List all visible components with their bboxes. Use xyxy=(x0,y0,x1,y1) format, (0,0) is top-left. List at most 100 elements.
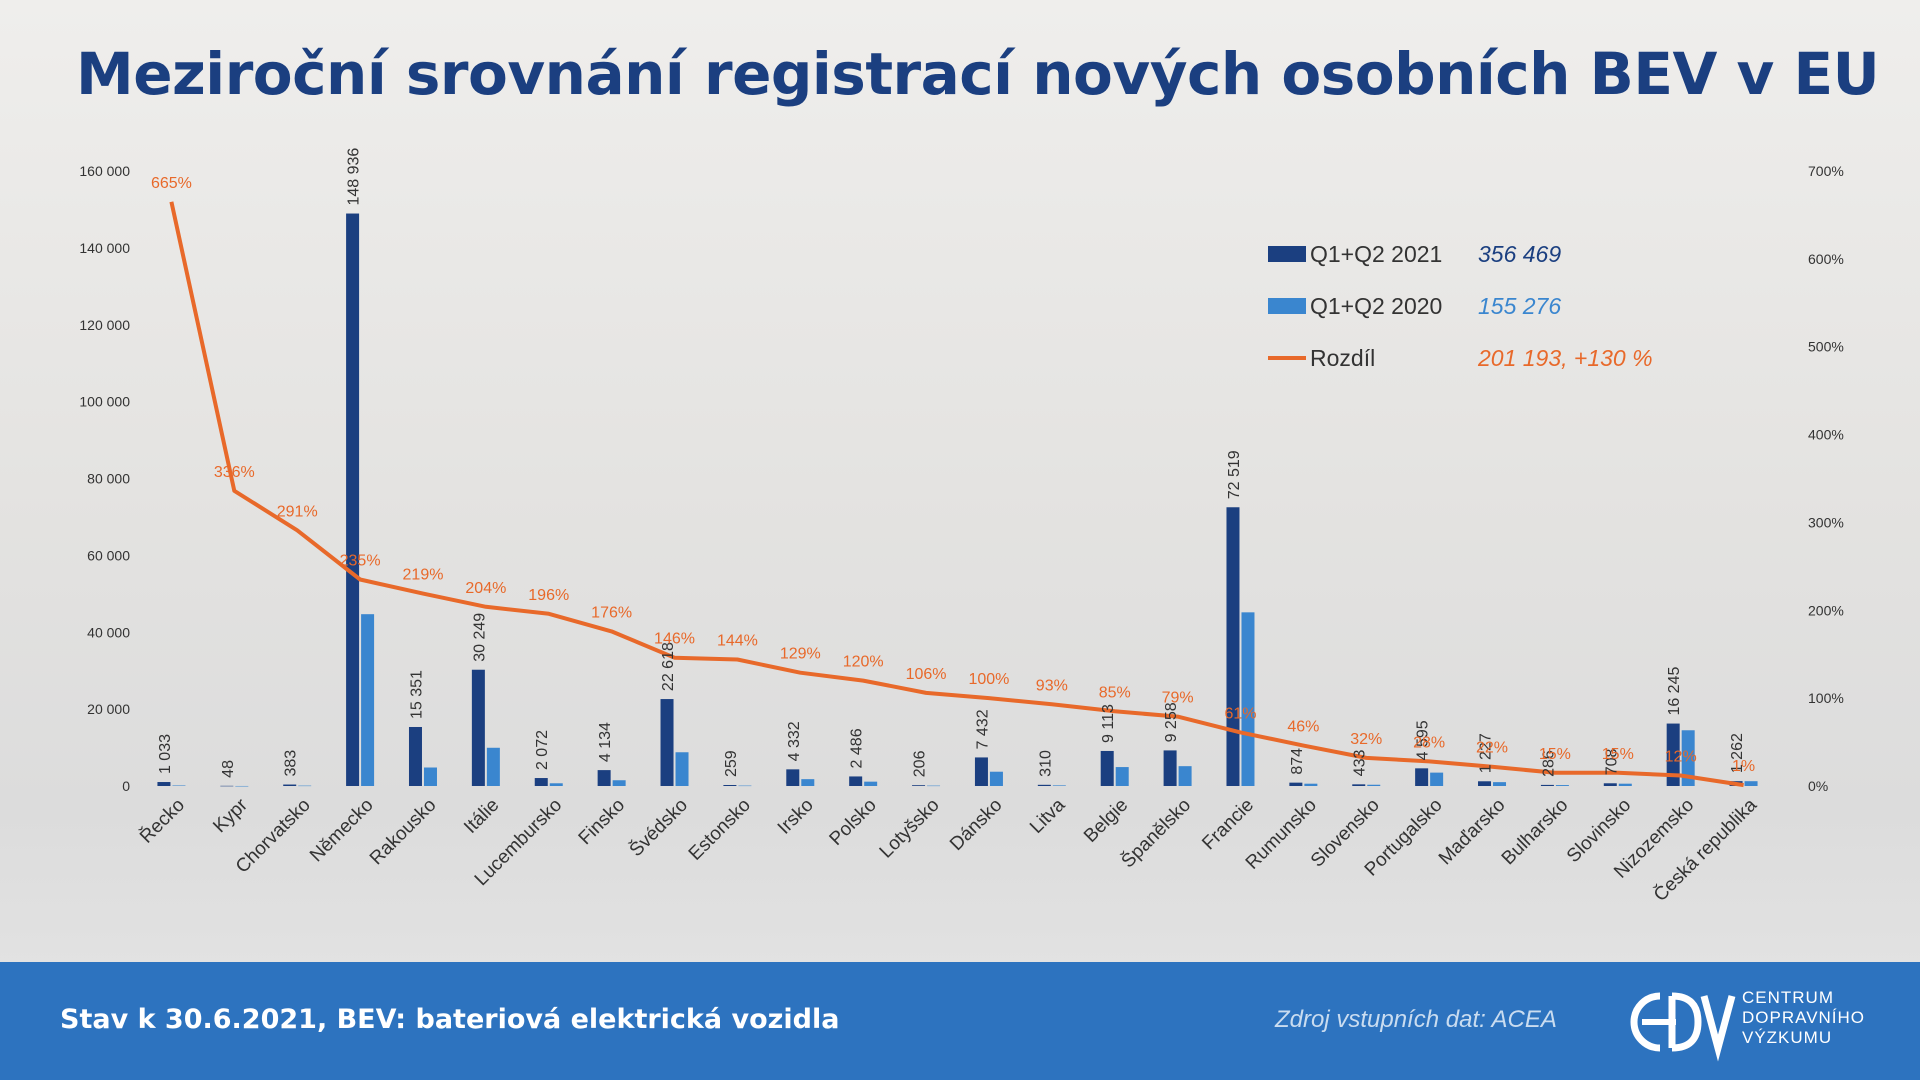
bar-2021 xyxy=(1352,784,1366,786)
percent-label: 235% xyxy=(340,553,381,570)
bar-2020 xyxy=(675,752,689,786)
bar-2021 xyxy=(912,785,926,786)
category-label: Francie xyxy=(1198,795,1258,855)
percent-label: 146% xyxy=(654,631,695,648)
difference-line xyxy=(169,201,1744,788)
bar-value-label: 22 618 xyxy=(660,642,677,691)
bar-value-label: 30 249 xyxy=(471,613,488,662)
bar-value-label: 259 xyxy=(723,750,740,777)
bar-2020 xyxy=(1115,767,1129,786)
cdv-logo[interactable]: CENTRUM DOPRAVNÍHO VÝZKUMU xyxy=(1620,982,1890,1062)
bar-2021 xyxy=(1100,750,1114,786)
footer-source: Zdroj vstupních dat: ACEA xyxy=(1275,1006,1557,1033)
percent-label: 85% xyxy=(1099,684,1131,701)
bar-2020 xyxy=(1367,784,1381,786)
bar-value-label: 7 432 xyxy=(974,709,991,749)
category-label: Bulharsko xyxy=(1498,795,1573,870)
y-left-tick: 120 000 xyxy=(79,317,130,333)
bar-value-label: 9 258 xyxy=(1163,702,1180,742)
right-axis-ticks: 0% 100% 200% 300% 400% 500% 600% 700% xyxy=(1808,163,1844,794)
bar-2021 xyxy=(1415,768,1429,786)
percent-label: 15% xyxy=(1602,746,1634,763)
bar-2020 xyxy=(738,785,752,787)
bar-value-label: 433 xyxy=(1352,750,1369,777)
bar-2020 xyxy=(235,785,249,787)
bar-value-label: 708 xyxy=(1603,748,1620,775)
left-axis-ticks: 0 20 000 40 000 60 000 80 000 100 000 120 000 1… xyxy=(79,163,130,794)
y-right-tick: 0% xyxy=(1808,778,1828,794)
bar-2021 xyxy=(1226,507,1240,786)
logo-line: CENTRUM xyxy=(1742,988,1834,1007)
category-label: Polsko xyxy=(826,795,881,850)
percent-label: 129% xyxy=(780,646,821,663)
bar-2020 xyxy=(801,779,815,786)
bar-2021 xyxy=(974,757,988,786)
bar-2020 xyxy=(1430,772,1444,786)
bar-2021 xyxy=(1163,750,1177,786)
bar-2021 xyxy=(1478,781,1492,786)
bar-2020 xyxy=(298,785,312,787)
category-label: Kypr xyxy=(209,794,252,837)
bar-2020 xyxy=(549,783,563,786)
cdv-logo-mark-icon xyxy=(1630,992,1736,1062)
bars xyxy=(157,213,1758,787)
bar-2021 xyxy=(1603,783,1617,786)
bar-value-label: 1 262 xyxy=(1729,733,1746,773)
data-labels: 1 033 48 383 148 936 15 351 30 249 2 072 4 134 2… xyxy=(151,148,1755,778)
legend-total: 201 193, +130 % xyxy=(1477,345,1653,371)
legend-label: Q1+Q2 2021 xyxy=(1310,241,1442,267)
percent-label: 204% xyxy=(465,580,506,597)
bar-2021 xyxy=(534,778,548,786)
y-right-tick: 400% xyxy=(1808,427,1844,443)
bar-value-label: 383 xyxy=(283,750,300,777)
y-left-tick: 160 000 xyxy=(79,163,130,179)
bar-2021 xyxy=(283,784,297,786)
bar-2020 xyxy=(927,785,941,787)
bar-2020 xyxy=(612,780,626,786)
category-label: Maďarsko xyxy=(1435,795,1510,870)
y-left-tick: 80 000 xyxy=(87,471,130,487)
percent-label: 196% xyxy=(528,587,569,604)
percent-label: 120% xyxy=(843,654,884,671)
percent-label: 219% xyxy=(403,567,444,584)
legend-total: 356 469 xyxy=(1478,241,1561,267)
y-right-tick: 300% xyxy=(1808,514,1844,530)
bar-2021 xyxy=(723,785,737,786)
bar-value-label: 206 xyxy=(912,750,929,777)
y-left-tick: 20 000 xyxy=(87,701,130,717)
legend-swatch xyxy=(1268,298,1306,314)
y-left-tick: 0 xyxy=(122,778,130,794)
category-label: Itálie xyxy=(460,795,503,838)
legend-label: Q1+Q2 2020 xyxy=(1310,293,1442,319)
bar-2020 xyxy=(1052,785,1066,786)
bar-2020 xyxy=(486,747,500,786)
category-label: Lotyšsko xyxy=(876,795,944,863)
bar-2021 xyxy=(408,726,422,786)
bar-value-label: 874 xyxy=(1289,748,1306,775)
bar-2021 xyxy=(597,770,611,786)
category-label: Litva xyxy=(1026,794,1070,838)
bar-2021 xyxy=(786,769,800,786)
bar-2020 xyxy=(1744,781,1758,786)
percent-label: 22% xyxy=(1476,740,1508,757)
slide-title: Meziroční srovnání registrací nových oso… xyxy=(76,40,1880,108)
bar-2021 xyxy=(1540,784,1554,786)
y-right-tick: 700% xyxy=(1808,163,1844,179)
percent-label: 291% xyxy=(277,503,318,520)
bar-value-label: 4 134 xyxy=(597,722,614,762)
y-right-tick: 200% xyxy=(1808,602,1844,618)
bar-value-label: 286 xyxy=(1540,750,1557,777)
bar-2021 xyxy=(346,213,360,787)
bar-value-label: 1 033 xyxy=(157,734,174,774)
y-right-tick: 600% xyxy=(1808,251,1844,267)
bar-2021 xyxy=(1037,784,1051,786)
category-label: Řecko xyxy=(135,794,189,848)
bar-2020 xyxy=(1555,785,1569,786)
percent-label: 176% xyxy=(591,604,632,621)
bar-2021 xyxy=(660,699,674,786)
bar-2020 xyxy=(989,771,1003,786)
bar-2021 xyxy=(220,785,234,787)
